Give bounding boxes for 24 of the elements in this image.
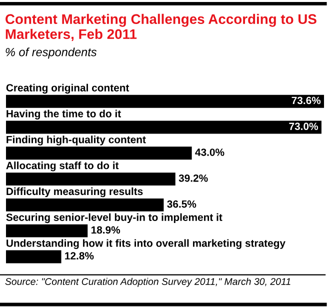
y-tick-label: Securing senior-level buy-in to implement it: [6, 213, 222, 224]
bar: [6, 94, 324, 108]
bar: [6, 250, 62, 264]
data-label: 36.5%: [167, 200, 196, 208]
bar: [6, 146, 192, 160]
bar: [6, 198, 164, 212]
y-tick-label: Understanding how it fits into overall marketing strategy: [6, 239, 286, 249]
chart-title: Content Marketing Challenges According to US Marketers, Feb 2011: [6, 14, 316, 42]
y-tick-label: Having the time to do it: [6, 110, 121, 120]
y-tick-label: Finding high-quality content: [6, 136, 146, 146]
y-tick-label: Difficulty measuring results: [6, 187, 143, 198]
chart-subtitle: % of respondents: [6, 48, 97, 59]
source-note: Source: "Content Curation Adoption Survey 2011," March 30, 2011: [5, 278, 290, 287]
data-label: 43.0%: [195, 148, 224, 156]
data-label: 18.9%: [91, 226, 120, 234]
data-label: 12.8%: [65, 252, 94, 260]
data-label: 73.6%: [292, 96, 321, 104]
data-label: 39.2%: [178, 174, 208, 182]
data-label: 73.0%: [289, 122, 318, 130]
bar: [6, 120, 322, 134]
y-tick-label: Allocating staff to do it: [6, 162, 119, 172]
bar: [6, 224, 88, 238]
bar: [6, 172, 176, 186]
y-tick-label: Creating original content: [6, 84, 130, 94]
